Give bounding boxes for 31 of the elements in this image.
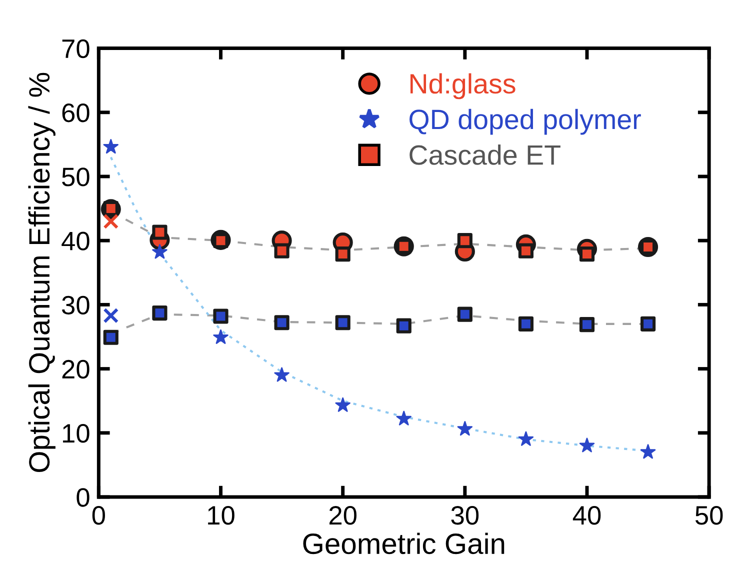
point (518, 431, 534, 446)
point (213, 329, 228, 344)
y-tick-label: 30 (62, 296, 90, 315)
point (274, 367, 290, 382)
y-tick-label: 70 (62, 39, 90, 58)
y-tick-label: 0 (76, 488, 90, 507)
y-tick-label: 10 (63, 424, 90, 443)
point (152, 244, 168, 259)
legend-label: Cascade ET (410, 144, 560, 165)
x-tick-label: 50 (695, 506, 723, 525)
point (640, 444, 656, 459)
point (579, 438, 595, 452)
x-tick-label: 10 (208, 506, 234, 525)
legend-label: QD doped polymer (410, 108, 641, 135)
point (457, 421, 473, 436)
x-tick-label: 40 (572, 506, 601, 525)
x-axis-title: Geometric Gain (303, 532, 504, 554)
point (103, 214, 119, 230)
x-tick-label: 20 (329, 506, 356, 525)
y-tick-label: 40 (62, 232, 90, 250)
legend-label: Nd:glass (410, 73, 516, 100)
y-tick-label: 50 (62, 168, 90, 186)
y-axis-title: Optical Quantum Efficiency / % (28, 72, 56, 472)
point (396, 410, 412, 426)
point (103, 139, 119, 154)
y-tick-label: 20 (62, 360, 90, 379)
point (103, 308, 119, 324)
x-tick-label: 30 (451, 506, 479, 525)
y-tick-label: 60 (62, 104, 90, 122)
point (335, 397, 350, 412)
x-tick-label: 0 (92, 506, 105, 525)
